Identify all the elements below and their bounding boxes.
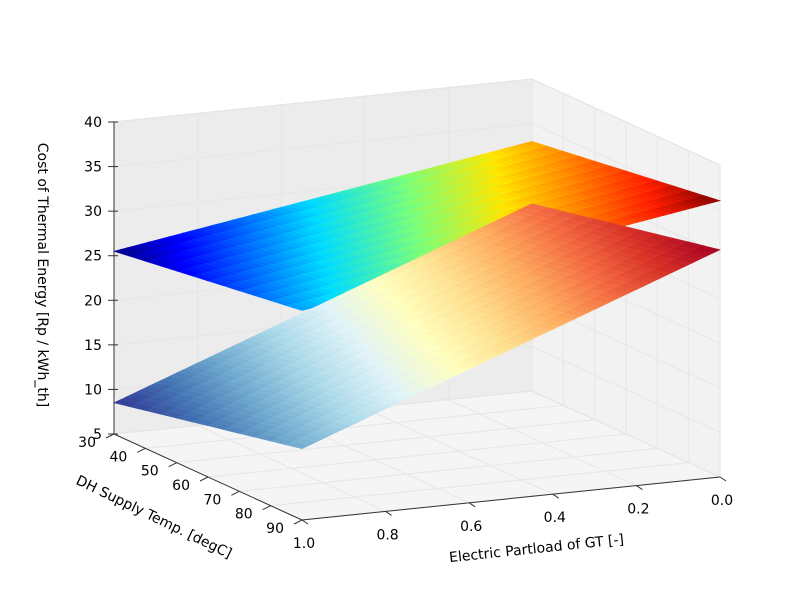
- x-tick-mark: [301, 519, 309, 525]
- z-tick-label: 10: [84, 382, 102, 398]
- x-tick-label: 0.4: [544, 510, 566, 526]
- z-tick-label: 40: [84, 115, 102, 131]
- y-tick-label: 90: [266, 521, 284, 537]
- y-tick-mark: [168, 462, 177, 468]
- z-tick-label: 15: [84, 338, 102, 354]
- x-tick-label: 0.6: [460, 519, 482, 535]
- x-axis-label: Electric Partload of GT [-]: [448, 532, 624, 566]
- x-tick-mark: [719, 476, 727, 482]
- y-tick-mark: [105, 433, 115, 439]
- surfaces: [112, 141, 722, 450]
- y-tick-label: 40: [110, 449, 128, 465]
- x-tick-mark: [468, 502, 476, 508]
- y-tick-label: 30: [78, 435, 96, 451]
- x-tick-mark: [636, 485, 643, 491]
- gridline-z: [113, 78, 721, 166]
- x-axis-line: [301, 476, 721, 521]
- x-tick-label: 0.8: [376, 527, 398, 543]
- y-tick-mark: [199, 476, 209, 482]
- gridline-y-floor: [239, 447, 658, 492]
- surface-2: [113, 203, 721, 450]
- y-tick-label: 70: [204, 492, 222, 508]
- y-tick-label: 50: [141, 464, 159, 480]
- z-tick-label: 5: [93, 427, 102, 443]
- y-tick-mark: [262, 505, 271, 511]
- gridline-y-floor: [145, 404, 564, 449]
- gridline-y-floor: [176, 419, 595, 464]
- y-tick-mark: [137, 447, 146, 453]
- surface-2-facet: [696, 245, 721, 254]
- z-tick-label: 20: [84, 293, 102, 309]
- x-tick-label: 1.0: [293, 536, 315, 552]
- y-tick-mark: [231, 490, 240, 496]
- z-axis-label: Cost of Thermal Energy [Rp / kWh_th]: [34, 143, 50, 407]
- tick-labels: 5 10 15 20 25 30 35 40 30 40 50 60 70 80 90 0.0 0.2 0.4 0.…: [78, 115, 733, 552]
- y-tick-label: 80: [235, 507, 253, 523]
- surface-1-facet: [696, 195, 722, 203]
- gridline-y-floor: [270, 462, 689, 507]
- y-axis-label: DH Supply Temp. [degC]: [73, 473, 234, 562]
- y-tick-mark: [293, 519, 303, 525]
- y-tick-label: 60: [172, 478, 190, 494]
- z-tick-label: 35: [84, 160, 102, 176]
- gridline-y-floor: [207, 433, 627, 478]
- z-tick-label: 30: [84, 204, 102, 220]
- z-tick-label: 25: [84, 249, 102, 265]
- x-tick-label: 0.2: [627, 502, 649, 518]
- x-tick-mark: [385, 510, 392, 516]
- x-tick-mark: [552, 493, 560, 499]
- x-tick-label: 0.0: [711, 493, 733, 509]
